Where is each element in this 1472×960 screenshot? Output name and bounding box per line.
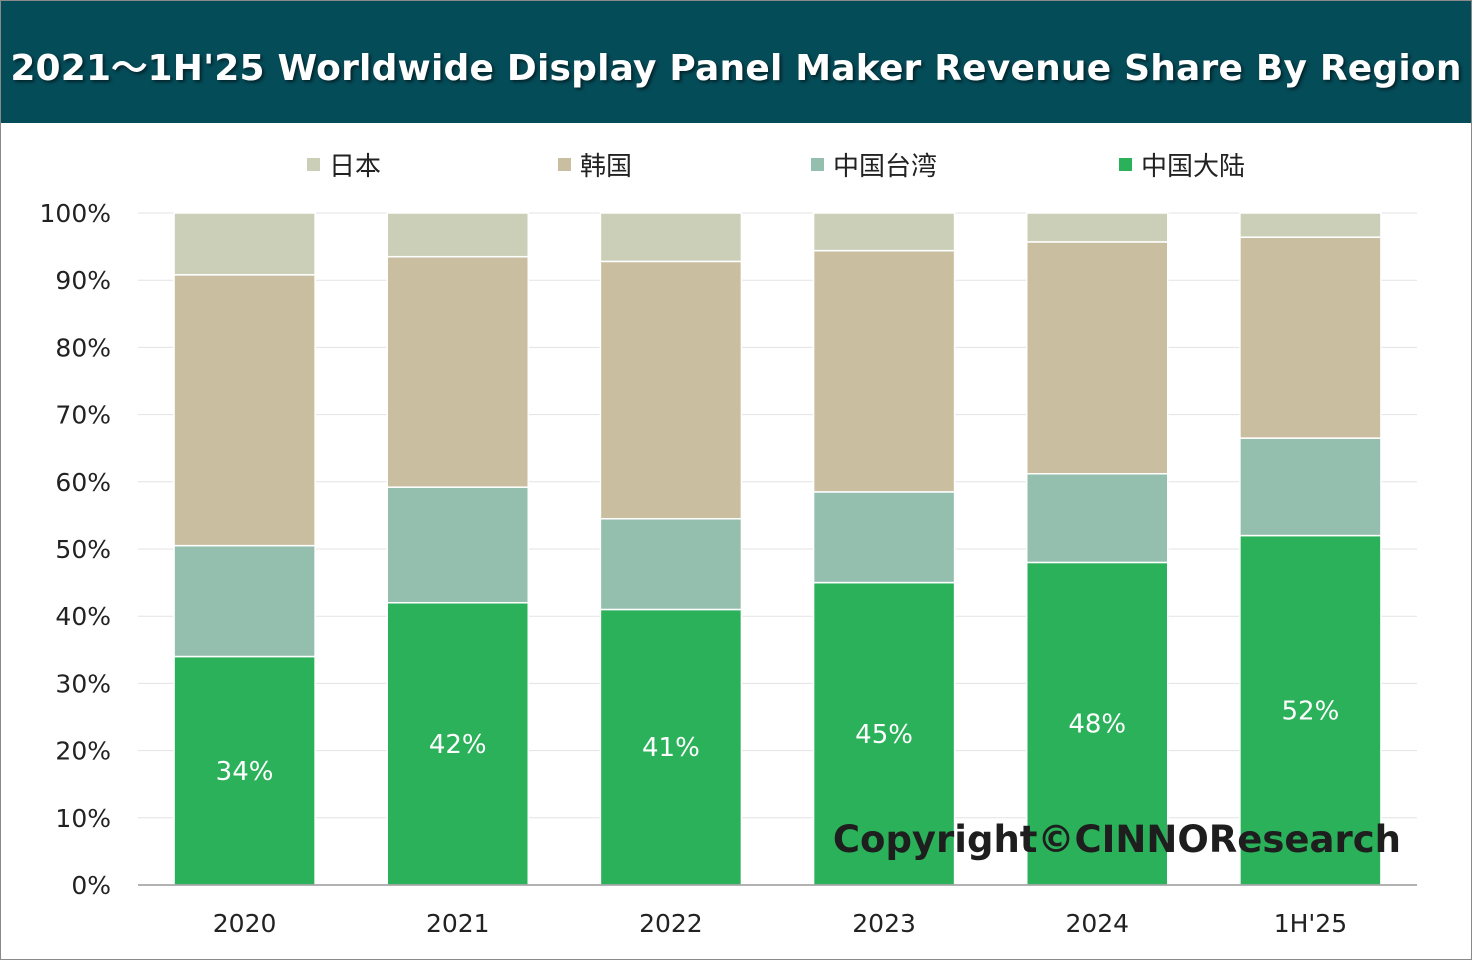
bar-segment [1026, 212, 1169, 243]
copyright-watermark: Copyright©CINNOResearch [833, 818, 1401, 861]
legend-swatch-korea [558, 157, 571, 171]
legend-swatch-japan [307, 157, 320, 171]
bar-segment [386, 602, 529, 886]
legend-item-taiwan: 中国台湾 [811, 147, 938, 182]
bar-segment [812, 581, 956, 886]
bar-segment [1026, 561, 1169, 886]
bar-segment [599, 260, 743, 520]
bar-segment [1239, 236, 1382, 439]
legend-label-korea: 韩国 [580, 151, 633, 182]
y-tick-label: 20% [55, 737, 111, 766]
data-label: 41% [642, 733, 700, 763]
title-banner: 2021～1H'25 Worldwide Display Panel Maker… [1, 1, 1471, 123]
data-label: 48% [1068, 710, 1126, 740]
x-tick-label: 2023 [852, 909, 916, 938]
bar-segment [599, 212, 743, 263]
legend-item-korea: 韩国 [558, 147, 633, 182]
bar-segment [173, 274, 316, 547]
y-tick-label: 50% [55, 535, 111, 564]
bar-segment [812, 491, 956, 584]
bar-segment [386, 486, 529, 604]
chart-title: 2021～1H'25 Worldwide Display Panel Maker… [10, 48, 1462, 89]
legend-swatch-taiwan [811, 157, 824, 171]
x-tick-label: 2020 [213, 909, 277, 938]
bar-segment [1239, 212, 1382, 238]
bar-segment [599, 518, 743, 611]
y-tick-label: 30% [55, 669, 111, 698]
gridlines [138, 212, 1417, 819]
data-label: 45% [855, 720, 913, 750]
y-tick-label: 70% [55, 401, 111, 430]
y-tick-label: 60% [55, 468, 111, 497]
x-tick-label: 2024 [1065, 909, 1129, 938]
bar-segment [599, 608, 743, 886]
bar-segment [386, 255, 529, 488]
y-tick-label: 40% [55, 602, 111, 631]
y-tick-label: 100% [40, 199, 111, 228]
bar-segment [173, 544, 316, 658]
x-tick-label: 2021 [426, 909, 490, 938]
y-tick-label: 90% [55, 266, 111, 295]
data-label: 34% [216, 757, 274, 787]
bar-segment [173, 212, 316, 276]
legend-label-mainland: 中国大陆 [1141, 151, 1246, 182]
legend-label-taiwan: 中国台湾 [833, 151, 938, 182]
bar-segment [1239, 534, 1382, 886]
legend-item-mainland: 中国大陆 [1119, 147, 1246, 182]
bars: 34% 42% 41% 45% 48% 52% [173, 212, 1382, 886]
bar-segment [812, 212, 956, 252]
bar-segment [1026, 472, 1169, 564]
legend-swatch-mainland [1119, 157, 1132, 171]
x-tick-label: 2022 [639, 909, 703, 938]
y-tick-label: 0% [71, 871, 111, 900]
data-label: 52% [1282, 696, 1340, 726]
y-tick-label: 10% [55, 804, 111, 833]
legend-item-japan: 日本 [307, 147, 382, 182]
bar-segment [1239, 437, 1382, 537]
axes: 0% 10% 20% 30% 40% 50% 60% 70% 80% 90% 100% 2020 202… [40, 199, 1417, 938]
legend-label-japan: 日本 [329, 151, 382, 182]
x-tick-label: 1H'25 [1274, 909, 1347, 938]
y-tick-label: 80% [55, 333, 111, 362]
bar-segment [1026, 241, 1169, 475]
bar-segment [386, 212, 529, 258]
data-label: 42% [429, 730, 487, 760]
bar-segment [812, 249, 956, 493]
